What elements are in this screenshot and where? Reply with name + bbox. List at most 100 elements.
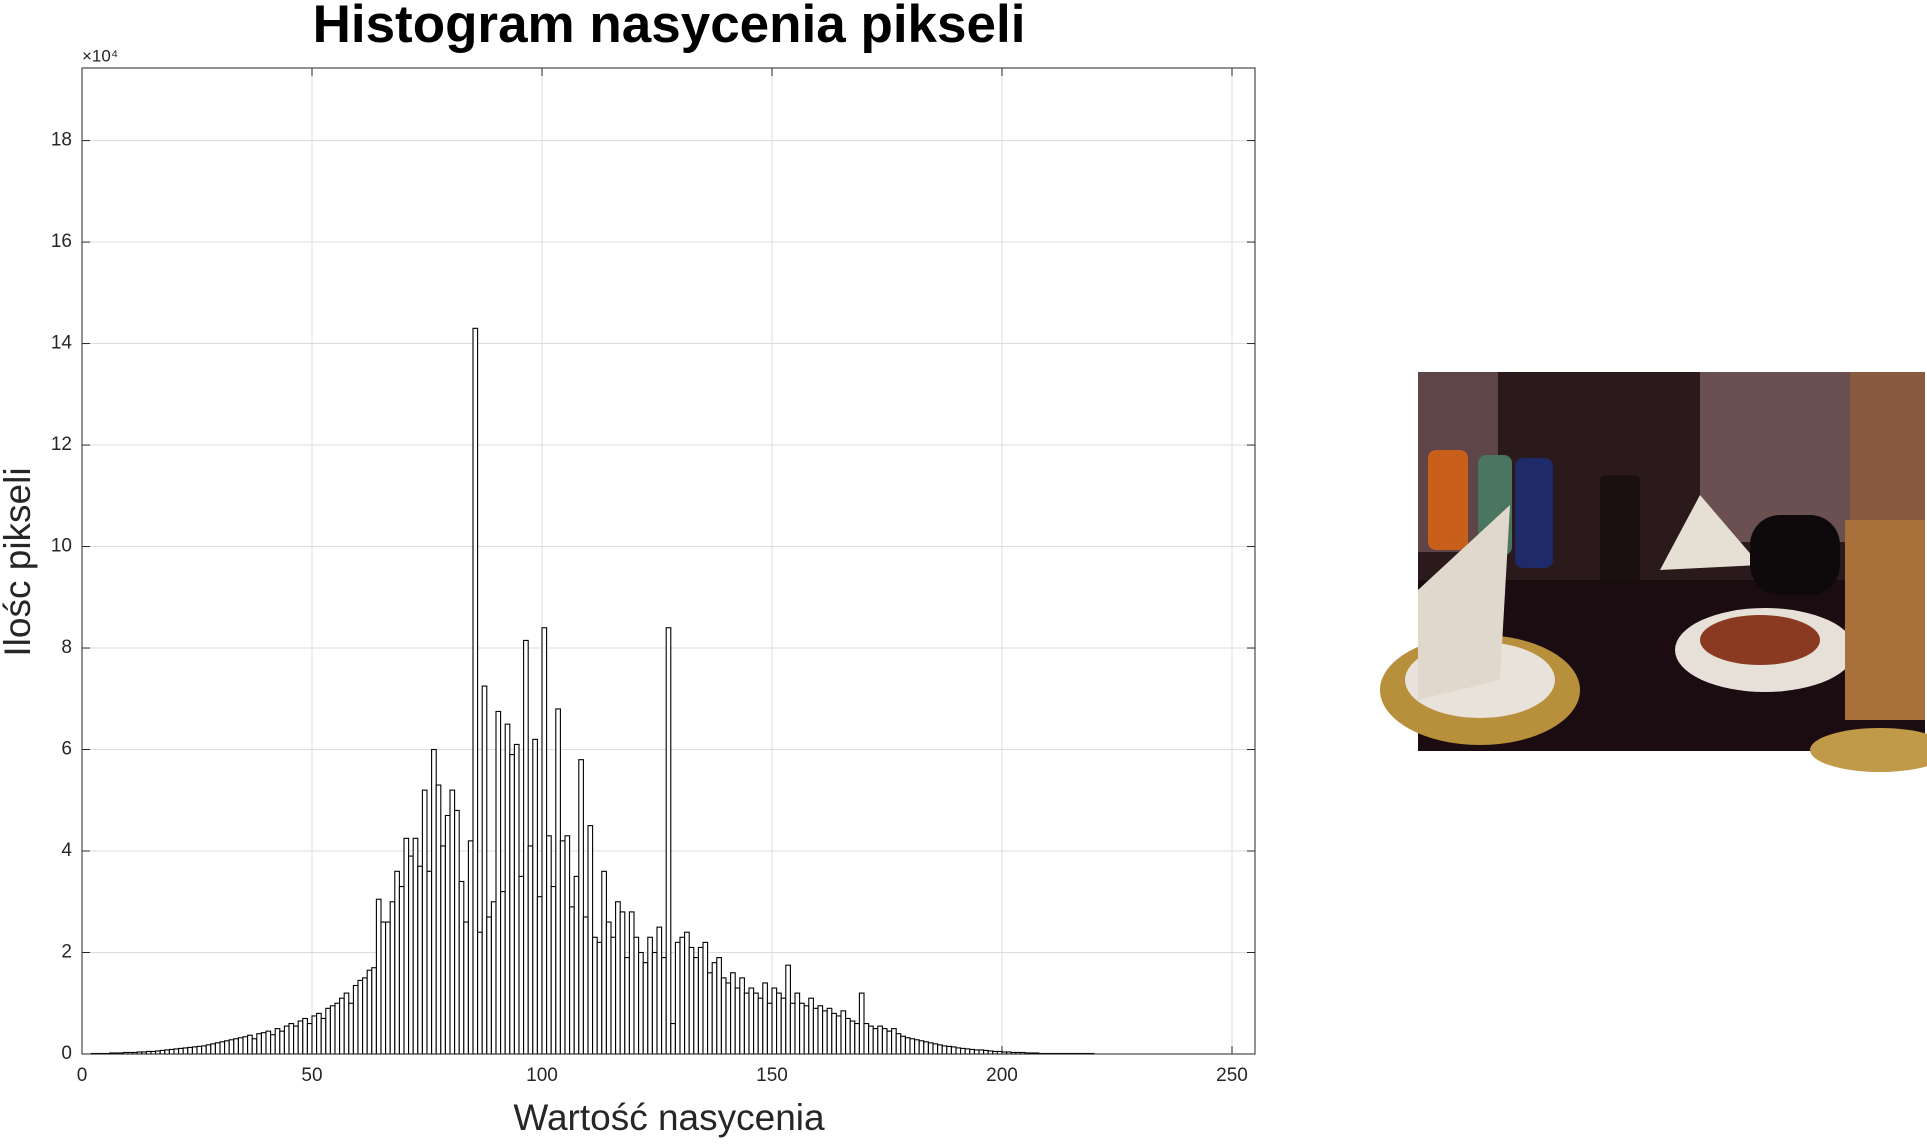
bar xyxy=(725,982,732,1055)
bar xyxy=(274,1028,281,1055)
bar xyxy=(513,743,520,1055)
bar xyxy=(753,992,759,1055)
food xyxy=(1700,615,1820,665)
bar xyxy=(164,1049,170,1055)
bar xyxy=(247,1034,253,1055)
bottle xyxy=(1600,475,1640,585)
bar xyxy=(624,957,630,1055)
bar xyxy=(822,1010,828,1055)
x-tick-label: 100 xyxy=(526,1065,558,1086)
bar xyxy=(854,1023,860,1055)
bar xyxy=(389,901,396,1055)
bar xyxy=(835,1015,842,1055)
bar xyxy=(748,987,755,1055)
bar xyxy=(523,639,529,1055)
bar xyxy=(946,1045,952,1055)
bar xyxy=(541,627,548,1055)
y-tick-label: 16 xyxy=(51,231,72,252)
bar xyxy=(191,1046,198,1055)
bar xyxy=(490,901,497,1055)
bar xyxy=(684,931,690,1055)
bar xyxy=(578,759,584,1055)
bar xyxy=(776,992,782,1055)
bar xyxy=(279,1030,285,1055)
bar xyxy=(187,1046,193,1055)
bar xyxy=(923,1041,929,1055)
bar xyxy=(647,936,653,1055)
bar xyxy=(730,972,736,1055)
bar xyxy=(555,708,561,1055)
bar xyxy=(316,1012,322,1055)
bar xyxy=(766,1002,773,1055)
bar xyxy=(408,855,414,1055)
bar xyxy=(973,1049,980,1055)
bar xyxy=(601,870,607,1055)
bar xyxy=(858,992,865,1055)
bar xyxy=(656,926,663,1055)
bar xyxy=(904,1037,911,1055)
bar xyxy=(168,1048,175,1055)
bar xyxy=(950,1046,957,1055)
bar xyxy=(306,1023,313,1055)
bar xyxy=(596,941,603,1055)
bar xyxy=(895,1033,902,1055)
bar xyxy=(440,845,446,1055)
bar xyxy=(233,1038,239,1055)
bar xyxy=(670,1023,676,1055)
bar xyxy=(914,1039,920,1055)
bar xyxy=(302,1017,308,1055)
bar xyxy=(794,992,801,1055)
bar xyxy=(817,1005,824,1055)
bar xyxy=(412,837,419,1055)
bar xyxy=(739,977,745,1055)
bar xyxy=(536,896,543,1055)
bar xyxy=(366,969,373,1055)
bar xyxy=(688,946,695,1055)
y-tick-label: 10 xyxy=(51,536,72,557)
bar xyxy=(532,738,538,1055)
bar xyxy=(421,789,428,1055)
bar xyxy=(642,962,649,1055)
bar xyxy=(417,865,423,1055)
bar xyxy=(849,1020,856,1055)
chair xyxy=(1750,515,1840,595)
bar xyxy=(182,1047,189,1055)
bar xyxy=(789,1002,796,1055)
bar xyxy=(293,1025,299,1055)
bar xyxy=(877,1025,883,1055)
bar xyxy=(734,987,741,1055)
bar xyxy=(385,921,391,1055)
bar xyxy=(527,845,534,1055)
bar xyxy=(242,1036,249,1055)
bar xyxy=(628,911,635,1055)
bar xyxy=(458,880,465,1055)
y-tick-label: 0 xyxy=(61,1043,72,1064)
bar xyxy=(638,951,644,1055)
bar xyxy=(564,835,571,1055)
y-tick-label: 14 xyxy=(51,333,73,354)
y-multiplier: ×10⁴ xyxy=(82,46,118,65)
bar xyxy=(872,1028,879,1055)
bar xyxy=(799,1002,805,1055)
bar xyxy=(932,1043,939,1055)
bar xyxy=(500,891,506,1055)
bar xyxy=(964,1048,971,1055)
bar xyxy=(311,1015,318,1055)
photo xyxy=(1380,372,1927,772)
bar xyxy=(426,870,433,1055)
bar xyxy=(983,1049,989,1055)
bar xyxy=(679,936,686,1055)
bar xyxy=(960,1047,966,1055)
bar xyxy=(743,992,750,1055)
bar xyxy=(435,784,442,1055)
bottle xyxy=(1428,450,1468,550)
bar xyxy=(582,916,589,1055)
bar xyxy=(863,1023,870,1055)
bar xyxy=(518,875,525,1055)
bar xyxy=(900,1035,906,1055)
bar xyxy=(495,710,502,1055)
bar xyxy=(265,1030,272,1055)
bar xyxy=(546,835,552,1055)
bar xyxy=(173,1048,180,1055)
